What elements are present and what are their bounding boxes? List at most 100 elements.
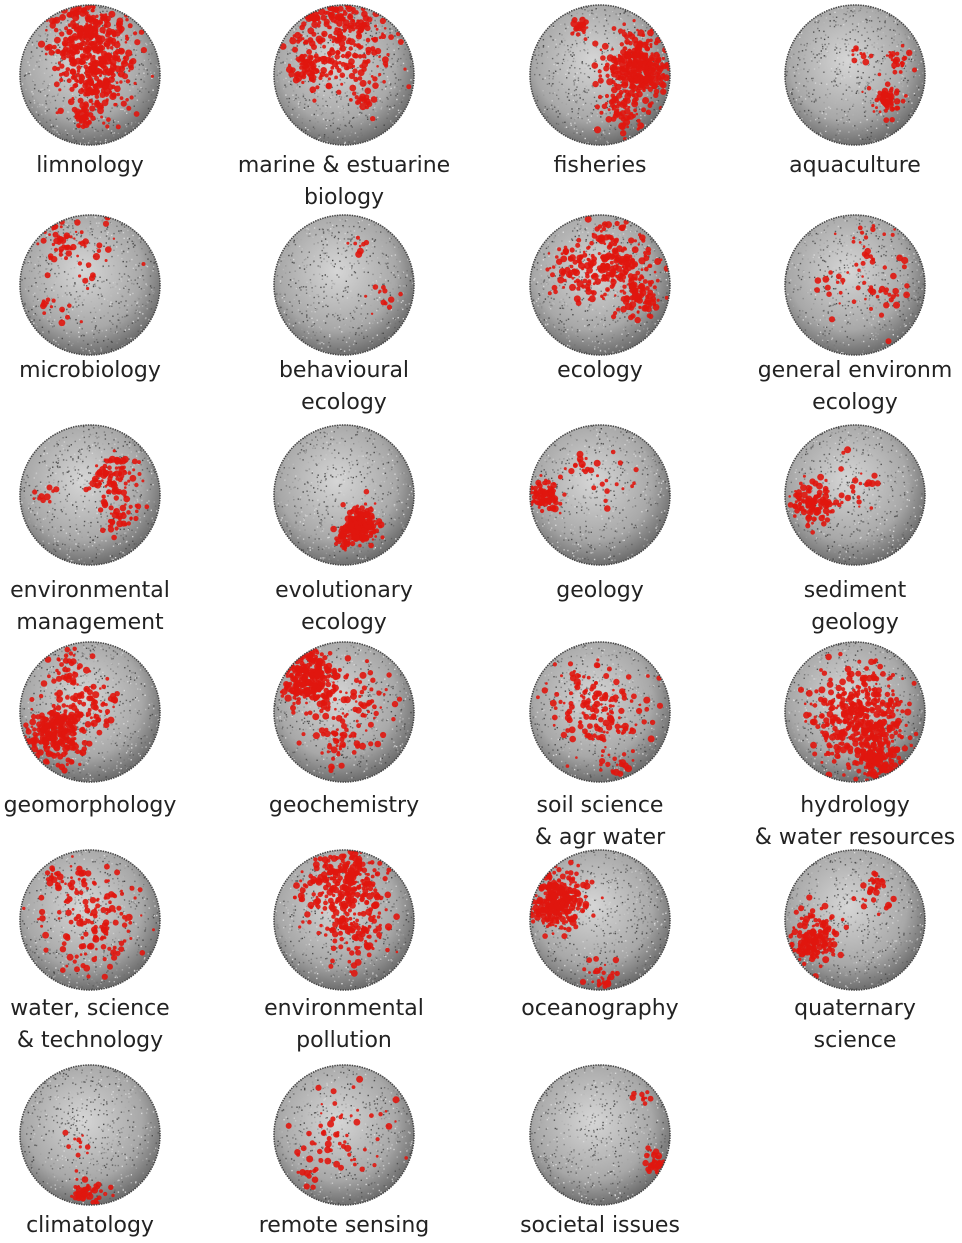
panel-label-line: oceanography (480, 993, 720, 1025)
panel-label-line: sediment (735, 575, 962, 607)
highlighted-nodes (797, 651, 919, 782)
panel-label: aquaculture (735, 150, 962, 182)
panel-label: water, science & technology (0, 993, 210, 1057)
panel-label: sediment geology (735, 575, 962, 639)
panel-label-line: ecology (224, 387, 464, 419)
panel-label: soil science & agr water (480, 790, 720, 854)
sphere-rim (19, 214, 161, 356)
sphere-rim (273, 214, 415, 356)
network-sphere (529, 214, 671, 356)
sphere-rim (529, 424, 671, 566)
highlighted-nodes (330, 488, 385, 552)
network-sphere (784, 641, 926, 783)
panel-label: behavioural ecology (224, 355, 464, 419)
panel-label: geology (480, 575, 720, 607)
panel-label: geochemistry (224, 790, 464, 822)
network-sphere (784, 4, 926, 146)
panel-label: oceanography (480, 993, 720, 1025)
panel-label-line: microbiology (0, 355, 210, 387)
panel-label-line: environmental (224, 993, 464, 1025)
network-sphere (784, 214, 926, 356)
highlighted-nodes (285, 1075, 408, 1190)
highlighted-nodes (22, 855, 155, 980)
sphere-rim (19, 4, 161, 146)
highlighted-nodes (279, 647, 403, 774)
panel-label: quaternary science (735, 993, 962, 1057)
panel-label-line: societal issues (480, 1210, 720, 1242)
panel-label-line: geology (480, 575, 720, 607)
highlighted-nodes (292, 850, 400, 977)
highlighted-nodes (851, 43, 917, 123)
sphere-rim (273, 424, 415, 566)
sphere-rim (273, 641, 415, 783)
network-sphere (784, 424, 926, 566)
panel-label-line: ecology (735, 387, 962, 419)
sphere-rim (784, 4, 926, 146)
network-sphere (19, 849, 161, 991)
network-sphere (529, 641, 671, 783)
network-sphere (273, 641, 415, 783)
highlighted-nodes (530, 449, 639, 515)
panel-label-line: environmental (0, 575, 210, 607)
panel-label: remote sensing (224, 1210, 464, 1242)
panel-label: ecology (480, 355, 720, 387)
panel-label-line: quaternary (735, 993, 962, 1025)
sphere-rim (784, 641, 926, 783)
panel-label-line: general environm (735, 355, 962, 387)
network-sphere (529, 849, 671, 991)
sphere-rim (19, 424, 161, 566)
sphere-surface (274, 1065, 414, 1205)
panel-label-line: soil science (480, 790, 720, 822)
highlighted-nodes (629, 1090, 666, 1175)
panel-label-line: evolutionary (224, 575, 464, 607)
panel-label-line: geochemistry (224, 790, 464, 822)
panel-label-line: hydrology (735, 790, 962, 822)
panel-label-line: remote sensing (224, 1210, 464, 1242)
sphere-surface (530, 425, 670, 565)
sphere-surface (274, 215, 414, 355)
network-sphere (19, 1064, 161, 1206)
panel-label-line: fisheries (480, 150, 720, 182)
network-sphere (529, 1064, 671, 1206)
highlighted-nodes (36, 215, 146, 327)
network-sphere (273, 4, 415, 146)
panel-label: microbiology (0, 355, 210, 387)
panel-label-line: management (0, 607, 210, 639)
sphere-rim (529, 1064, 671, 1206)
sphere-rim (784, 424, 926, 566)
panel-label-line: & water resources (735, 822, 962, 854)
highlighted-nodes (23, 646, 120, 774)
sphere-rim (529, 641, 671, 783)
sphere-rim (529, 214, 671, 356)
panel-label: general environm ecology (735, 355, 962, 419)
panel-label: environmental management (0, 575, 210, 639)
highlighted-nodes (814, 224, 910, 345)
panel-label-line: geomorphology (0, 790, 210, 822)
sphere-rim (529, 4, 671, 146)
network-sphere (19, 4, 161, 146)
panel-label-line: water, science (0, 993, 210, 1025)
panel-label: hydrology & water resources (735, 790, 962, 854)
sphere-rim (529, 849, 671, 991)
highlighted-nodes (32, 449, 150, 541)
highlighted-nodes (787, 870, 897, 980)
panel-label-line: geology (735, 607, 962, 639)
panel-label-line: & technology (0, 1025, 210, 1057)
highlighted-nodes (530, 859, 620, 989)
highlighted-nodes (37, 5, 154, 130)
highlighted-nodes (570, 16, 670, 141)
sphere-rim (273, 849, 415, 991)
network-sphere (529, 424, 671, 566)
sphere-rim (19, 849, 161, 991)
sphere-rim (273, 1064, 415, 1206)
sphere-surface (20, 1065, 160, 1205)
panel-label-line: climatology (0, 1210, 210, 1242)
panel-label-line: ecology (224, 607, 464, 639)
sphere-rim (19, 641, 161, 783)
panel-label: climatology (0, 1210, 210, 1242)
panel-label: limnology (0, 150, 210, 182)
panel-label-line: science (735, 1025, 962, 1057)
panel-label: fisheries (480, 150, 720, 182)
sphere-surface (530, 1065, 670, 1205)
sphere-rim (784, 214, 926, 356)
